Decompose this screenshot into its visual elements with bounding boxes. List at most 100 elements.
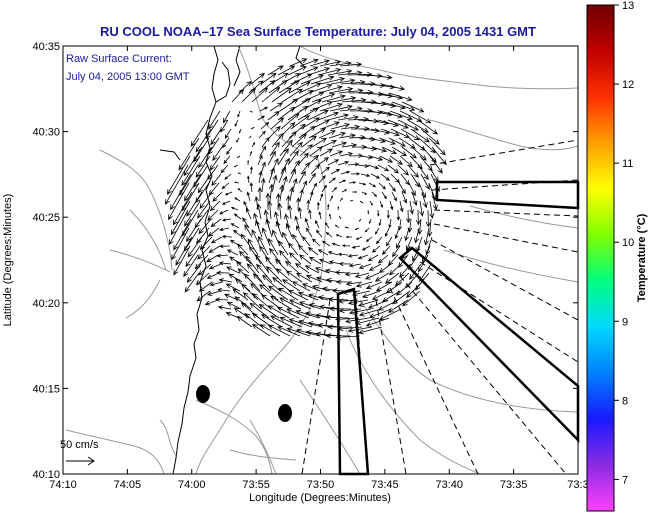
current-vector	[211, 173, 222, 187]
current-vector	[172, 191, 193, 226]
current-vector	[251, 313, 273, 328]
current-vector	[344, 317, 370, 324]
current-vector	[318, 130, 336, 139]
current-vector	[288, 123, 306, 139]
current-vector	[224, 293, 239, 301]
current-vector	[268, 238, 279, 256]
current-vector	[219, 227, 230, 232]
current-vector	[378, 137, 396, 145]
current-vector	[265, 256, 280, 274]
y-axis-label: Latitude (Degrees:Minutes)	[2, 194, 14, 327]
current-vector	[296, 225, 303, 238]
current-vector	[242, 217, 250, 229]
current-vector	[431, 191, 438, 211]
current-vector	[268, 125, 281, 139]
current-vector	[328, 213, 332, 220]
current-vector	[367, 74, 393, 80]
current-vector	[311, 182, 317, 193]
current-vector	[329, 104, 353, 112]
current-vector	[338, 88, 364, 94]
current-vector	[186, 191, 203, 217]
current-vector	[359, 154, 374, 160]
current-vector	[325, 333, 351, 339]
current-vector	[168, 182, 190, 221]
current-vector	[371, 290, 391, 300]
current-vector	[216, 253, 229, 258]
current-vector	[388, 182, 396, 192]
current-vector	[268, 285, 289, 301]
current-vector	[391, 101, 416, 111]
current-vector	[207, 227, 220, 237]
current-vector	[409, 110, 432, 124]
current-vector	[369, 200, 373, 206]
current-vector	[208, 110, 221, 130]
current-vector	[358, 218, 362, 222]
current-vector	[210, 218, 222, 228]
current-vector	[344, 226, 350, 229]
current-vector	[298, 125, 316, 139]
current-vector	[257, 186, 263, 202]
current-vector	[328, 177, 337, 184]
current-vector	[327, 251, 339, 256]
current-vector	[423, 227, 430, 246]
current-vector	[236, 155, 241, 158]
current-vector	[388, 218, 392, 229]
current-vector	[222, 110, 231, 124]
y-tick-label: 40:35	[32, 41, 60, 53]
x-tick-label: 73:40	[435, 479, 463, 491]
current-vector	[371, 101, 397, 108]
current-vector	[310, 164, 320, 175]
current-vector	[359, 200, 364, 204]
current-vector	[421, 191, 428, 209]
current-vector	[377, 119, 400, 127]
current-vector	[279, 98, 299, 112]
y-tick-label: 40:25	[32, 212, 60, 224]
current-vector	[358, 326, 383, 335]
current-vector	[259, 145, 267, 157]
current-vector	[170, 200, 191, 236]
current-vector	[308, 128, 326, 139]
current-vector	[390, 128, 410, 138]
current-vector	[277, 202, 283, 220]
current-vector	[305, 274, 323, 283]
current-vector	[375, 227, 380, 235]
current-vector	[337, 115, 360, 121]
current-vector	[221, 182, 230, 190]
current-vector	[197, 200, 211, 219]
current-vector	[397, 119, 419, 131]
current-vector	[184, 200, 201, 227]
current-vector	[260, 314, 283, 328]
current-vector	[220, 119, 229, 133]
current-vector	[421, 146, 437, 163]
current-vector	[368, 182, 377, 188]
current-vector	[401, 101, 425, 113]
current-vector	[217, 305, 232, 310]
current-vector	[319, 193, 324, 202]
current-vector	[226, 146, 233, 155]
x-tick-label: 74:00	[178, 479, 206, 491]
current-vector	[387, 164, 400, 174]
current-vector	[311, 137, 327, 148]
current-vectors	[165, 58, 447, 340]
y-tick-label: 40:15	[32, 383, 60, 395]
current-vector	[243, 273, 261, 292]
current-vector	[386, 236, 393, 247]
current-vector	[209, 155, 221, 171]
current-vector	[251, 229, 261, 247]
current-vector	[345, 235, 352, 239]
current-vector	[335, 234, 343, 238]
current-vector	[409, 155, 423, 170]
current-vector	[199, 236, 213, 250]
current-vector	[238, 80, 252, 94]
current-vector	[337, 252, 349, 257]
current-vector	[331, 186, 338, 193]
current-vector	[309, 146, 323, 157]
current-vector	[311, 238, 321, 247]
colorbar-tick-label: 11	[622, 158, 633, 170]
current-vector	[196, 227, 210, 244]
current-vector	[244, 313, 263, 328]
current-vector	[315, 229, 323, 238]
y-tick-label: 40:10	[32, 469, 60, 481]
current-vector	[261, 136, 270, 148]
inset-line-1: Raw Surface Current:	[66, 53, 172, 65]
